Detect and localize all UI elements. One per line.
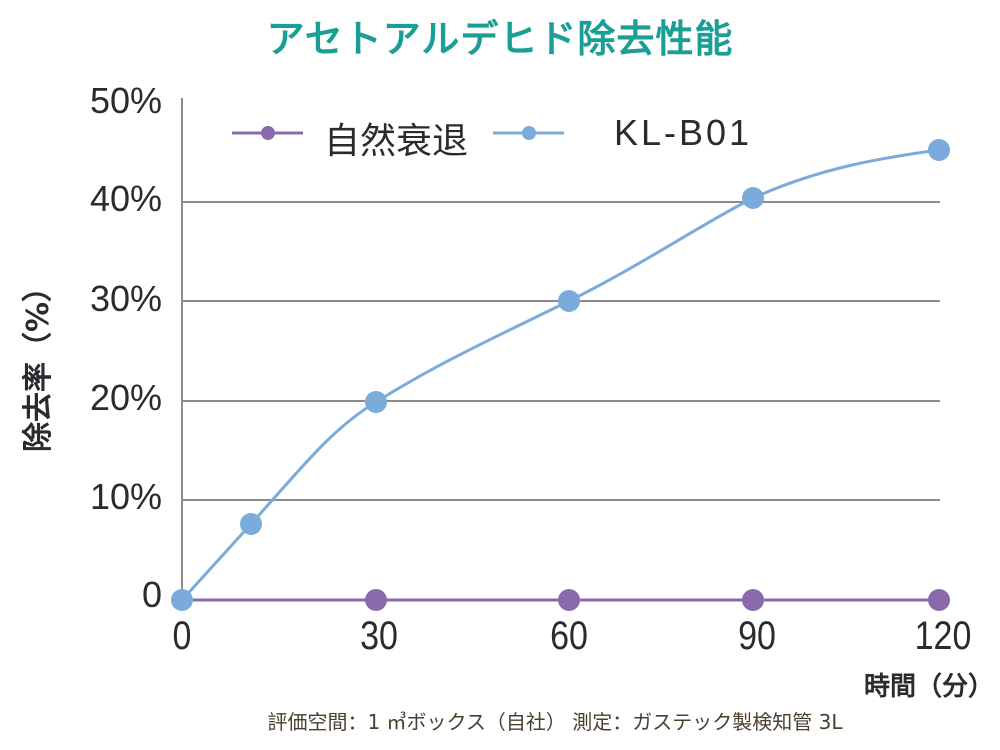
y-tick-10: 10% [89, 476, 162, 517]
chart-title: アセトアルデヒド除去性能 [266, 17, 734, 61]
grid-lines [181, 98, 940, 600]
measurement-note: 評価空間：1 ㎥ボックス（自社） 測定：ガステック製検知管 3L [267, 710, 843, 734]
y-tick-0: 0 [141, 574, 162, 615]
x-axis-label: 時間（分） [863, 672, 994, 702]
x-tick-0: 0 [172, 614, 192, 658]
legend-label: KL-B01 [614, 112, 753, 153]
y-tick-20: 20% [89, 377, 162, 418]
legend-label: 自然衰退 [324, 121, 469, 162]
y-tick-50: 50% [89, 80, 162, 121]
x-tick-90: 90 [738, 614, 776, 658]
legend-item-kl-b01: KL-B01 [600, 112, 752, 154]
x-tick-60: 60 [550, 614, 588, 658]
x-tick-30: 30 [360, 614, 398, 658]
series-kl-b01 [171, 139, 950, 611]
y-tick-40: 40% [89, 178, 162, 219]
legend-markers [232, 126, 564, 140]
y-tick-30: 30% [89, 278, 162, 319]
y-axis-label: 除去率（%） [21, 271, 56, 453]
series-natural-decay [182, 589, 950, 611]
x-tick-120: 120 [914, 614, 972, 658]
legend-item-natural-decay: 自然衰退 [310, 112, 468, 164]
